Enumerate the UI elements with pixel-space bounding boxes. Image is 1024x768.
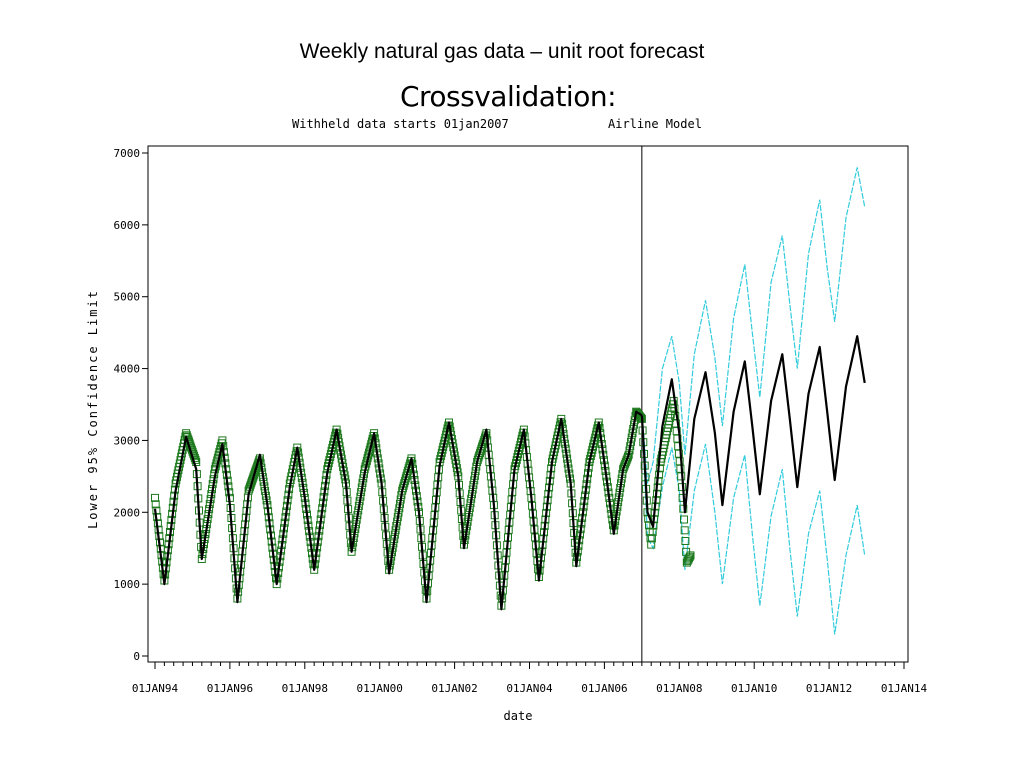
y-axis-label: Lower 95% Confidence Limit xyxy=(86,289,100,529)
y-tick-label: 3000 xyxy=(114,434,141,447)
actual-markers-layer xyxy=(151,396,695,610)
fitted-line xyxy=(153,410,643,611)
actual-point xyxy=(674,449,683,458)
chart-title: Crossvalidation: xyxy=(399,80,617,113)
chart-subtitle-model: Airline Model xyxy=(608,117,702,131)
lower-confidence-line xyxy=(641,418,866,635)
x-tick-label: 01JAN02 xyxy=(431,682,477,695)
x-tick-label: 01JAN08 xyxy=(656,682,702,695)
plot-border xyxy=(147,145,909,663)
y-tick-label: 7000 xyxy=(114,147,141,160)
x-axis-label: date xyxy=(504,709,533,723)
x-tick-label: 01JAN06 xyxy=(581,682,627,695)
actual-point xyxy=(648,527,657,536)
actual-point xyxy=(681,537,690,545)
actual-point xyxy=(151,493,159,502)
actual-point xyxy=(671,419,680,428)
chart-subtitle-withheld: Withheld data starts 01jan2007 xyxy=(292,117,509,131)
y-tick-label: 2000 xyxy=(114,506,141,519)
actual-point xyxy=(686,551,695,560)
actual-point xyxy=(647,534,656,543)
actual-point xyxy=(680,515,688,524)
actual-point xyxy=(673,434,682,443)
actual-point xyxy=(685,552,694,561)
upper-confidence-line xyxy=(641,167,866,484)
actual-point xyxy=(684,555,693,564)
plot-frame xyxy=(147,145,909,663)
actual-point xyxy=(676,464,685,473)
y-tick-label: 1000 xyxy=(114,578,141,591)
actual-point xyxy=(151,500,160,509)
slide-title: Weekly natural gas data – unit root fore… xyxy=(299,40,705,63)
x-tick-label: 01JAN10 xyxy=(731,682,777,695)
y-tick-label: 4000 xyxy=(114,363,141,376)
x-tick-label: 01JAN12 xyxy=(806,682,852,695)
x-tick-label: 01JAN98 xyxy=(282,682,328,695)
x-tick-label: 01JAN14 xyxy=(881,682,928,695)
y-tick-label: 6000 xyxy=(114,219,141,232)
fitted-forecast-layer xyxy=(153,335,866,611)
x-tick-label: 01JAN00 xyxy=(357,682,403,695)
actual-point xyxy=(680,526,689,535)
y-tick-label: 5000 xyxy=(114,291,141,304)
actual-point xyxy=(192,458,201,466)
forecast-line xyxy=(640,335,866,528)
y-tick-label: 0 xyxy=(133,650,140,663)
x-tick-label: 01JAN94 xyxy=(132,682,179,695)
x-tick-label: 01JAN04 xyxy=(506,682,553,695)
actual-point xyxy=(685,554,693,563)
confidence-band-layer xyxy=(641,167,866,635)
axes-layer: 0 1000 2000 3000 4000 5000 6000 7000 01JAN94 01JA… xyxy=(114,147,928,695)
actual-point xyxy=(647,540,656,549)
x-tick-label: 01JAN96 xyxy=(207,682,253,695)
